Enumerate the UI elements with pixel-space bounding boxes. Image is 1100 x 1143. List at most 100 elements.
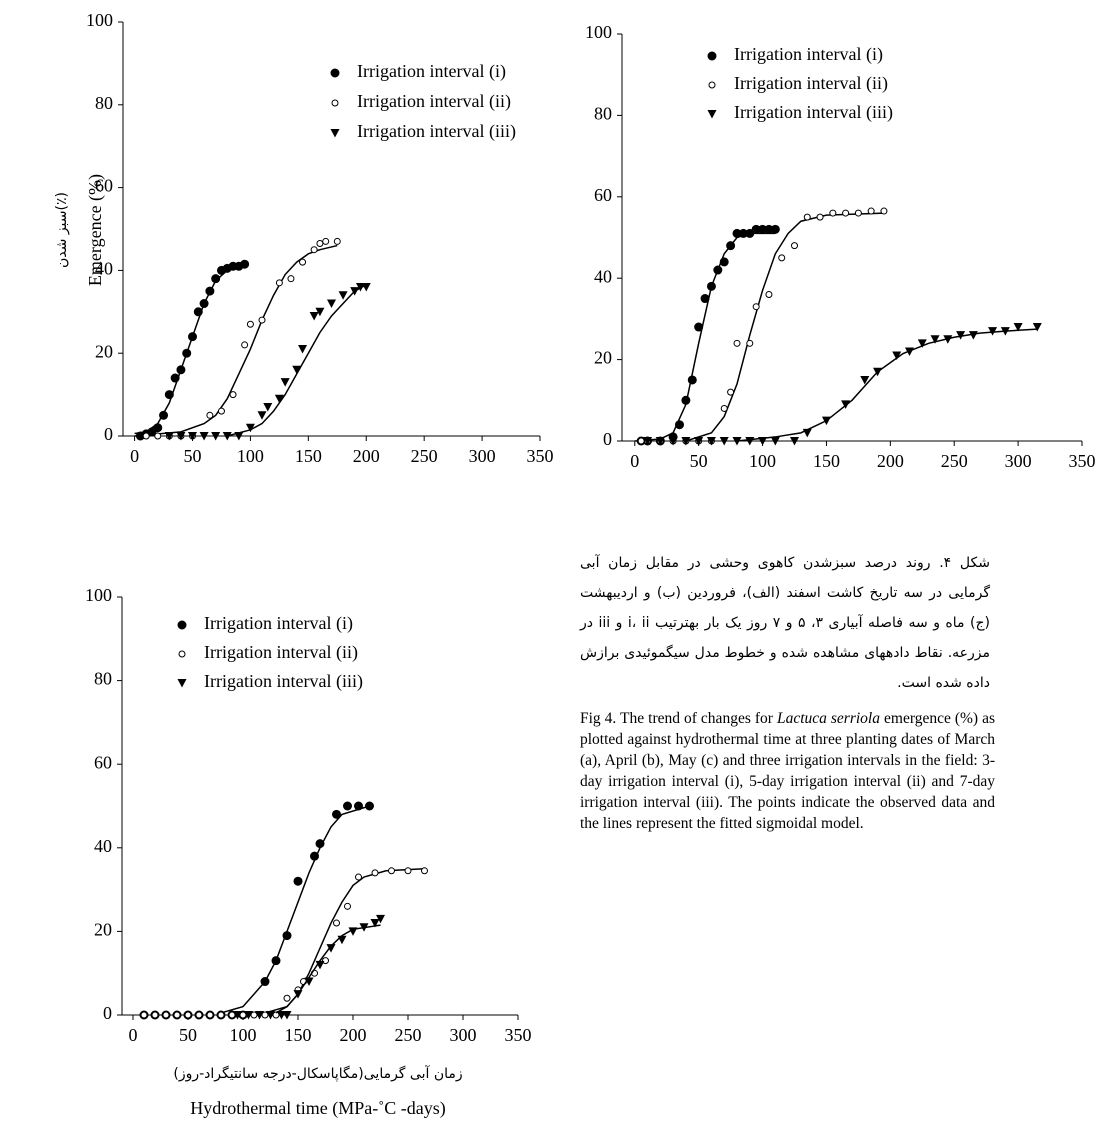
marker [354,801,363,811]
marker [643,437,653,446]
y-tick-label: 80 [95,93,113,113]
marker [293,990,303,999]
y-label-fa: سبز شدن(٪) [54,192,70,268]
x-tick-label: 100 [230,1025,257,1045]
marker [206,1011,214,1019]
marker [282,1011,292,1020]
marker [687,375,697,385]
marker [154,432,162,440]
x-tick-label: 250 [941,451,968,471]
marker [842,209,850,217]
marker [178,650,186,658]
marker [177,620,187,630]
marker [246,320,254,328]
legend-label: Irrigation interval (i) [357,61,506,82]
marker [272,1011,280,1019]
y-tick-label: 40 [594,266,612,286]
marker [176,365,186,375]
y-tick-label: 80 [594,104,612,124]
marker [675,420,684,430]
y-tick-label: 60 [95,176,113,196]
marker [355,873,362,881]
marker [365,801,374,811]
marker [299,258,307,266]
marker [655,437,665,446]
marker [206,411,214,419]
y-tick-label: 20 [594,348,612,368]
marker [217,407,225,415]
marker [193,307,203,317]
caption-fa: شکل ۴. روند درصد سبزشدن کاهوی وحشی در مق… [580,555,990,691]
marker [315,307,325,317]
marker [719,437,729,446]
marker [930,335,940,344]
marker [188,332,197,342]
marker [211,432,221,441]
marker [758,437,768,446]
marker [176,432,186,441]
marker [244,1011,253,1020]
marker [745,437,755,446]
marker [322,957,329,965]
marker [140,1011,148,1019]
marker [159,410,169,420]
y-tick-label: 100 [86,10,113,30]
marker [370,919,380,928]
marker [211,274,221,284]
x-tick-label: 250 [411,446,438,466]
marker [234,432,244,441]
x-tick-label: 50 [184,446,202,466]
marker [873,367,883,377]
y-tick-label: 100 [85,585,112,605]
marker [293,876,303,886]
y-tick-label: 60 [594,185,612,205]
x-tick-label: 150 [285,1025,312,1045]
x-tick-label: 300 [450,1025,477,1045]
marker [791,242,798,250]
marker [315,960,325,970]
marker [162,1011,170,1019]
marker [239,1011,247,1019]
marker [841,400,851,409]
marker [275,279,283,287]
legend-label: Irrigation interval (ii) [734,73,888,94]
fit-line [264,867,425,1014]
marker [988,327,998,336]
marker [829,209,837,217]
marker [228,1011,236,1019]
marker [258,316,266,324]
marker [344,902,351,910]
marker [195,1011,203,1019]
marker [867,207,875,215]
marker [315,839,325,849]
marker [233,1011,242,1020]
marker [350,287,360,296]
legend-label: Irrigation interval (iii) [204,671,363,692]
y-tick-label: 80 [94,669,112,689]
caption-text: emergence (%) as plotted against hydroth… [580,710,996,832]
marker [322,237,330,245]
marker [732,437,742,446]
legend-label: Irrigation interval (i) [734,44,883,65]
x-tick-label: 300 [1005,451,1032,471]
marker [727,388,735,396]
marker [421,867,428,875]
marker [326,944,336,953]
marker [287,275,295,283]
marker [222,432,232,441]
x-tick-label: 0 [630,451,639,471]
x-tick-label: 250 [395,1025,422,1045]
marker [765,290,773,298]
marker [802,428,812,438]
marker [746,339,754,347]
marker [151,1011,159,1019]
x-tick-label: 50 [179,1025,197,1045]
marker [205,286,215,296]
y-tick-label: 0 [603,429,612,449]
marker [330,129,340,138]
marker [681,437,691,446]
marker [880,207,888,215]
x-tick-label: 350 [527,446,554,466]
caption-en: Fig 4. The trend of changes for Lactuca … [580,708,995,834]
